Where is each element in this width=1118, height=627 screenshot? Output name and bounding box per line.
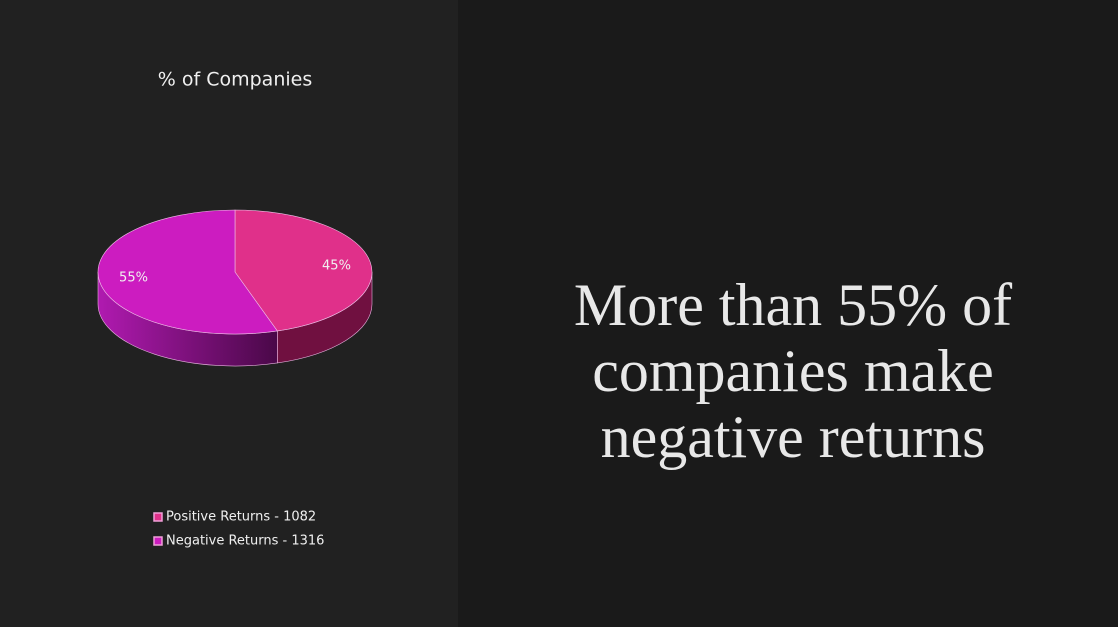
chart: % of Companies 45% 55% Positive Returns - … [97, 69, 373, 549]
pie-slice [234, 209, 373, 332]
headline: More than 55% of companies make negative… [573, 272, 1013, 470]
legend-swatch [153, 512, 163, 522]
legend-swatch [153, 536, 163, 546]
pie-slice [97, 209, 278, 335]
data-label: 55% [119, 270, 148, 285]
data-label: 45% [322, 259, 351, 274]
legend-label: Negative Returns - 1316 [166, 534, 324, 549]
chart-title: % of Companies [158, 69, 312, 91]
legend-label: Positive Returns - 1082 [166, 510, 316, 525]
